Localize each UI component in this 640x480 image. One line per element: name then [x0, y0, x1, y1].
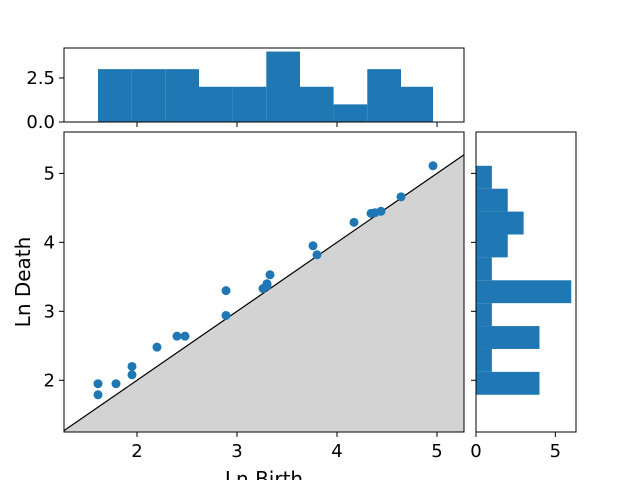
scatter-point-14	[308, 241, 318, 251]
top-histogram-bars	[98, 51, 433, 122]
main-y-ticks: 2 3 4 5	[44, 163, 64, 391]
main-y-tick-label-2: 4	[44, 232, 55, 253]
main-axes-frame	[63, 131, 465, 433]
main-x-tick-label-3: 5	[431, 441, 442, 462]
scatter-point-19	[376, 206, 386, 216]
right-x-tick-label-0: 0	[470, 441, 481, 462]
scatter-points	[93, 161, 438, 400]
right-hist-bar-7	[476, 211, 524, 235]
scatter-point-3	[127, 370, 137, 380]
right-hist-bar-4	[476, 280, 572, 304]
top-hist-bar-8	[367, 69, 401, 122]
main-y-tick-label-1: 3	[44, 301, 55, 322]
main-x-tick-label-1: 3	[231, 441, 242, 462]
main-y-tick-label-0: 2	[44, 370, 55, 391]
top-y-tick-label-0: 0.0	[26, 112, 55, 133]
x-axis-label: Ln Birth	[225, 467, 303, 480]
main-x-ticks: 2 3 4 5	[131, 432, 443, 462]
top-hist-bar-1	[131, 69, 166, 122]
top-hist-bar-2	[165, 69, 199, 122]
right-hist-bar-0	[476, 371, 540, 395]
top-x-ticks	[136, 122, 438, 127]
top-y-ticks: 0.0 2.5	[26, 68, 64, 133]
right-hist-bar-6	[476, 234, 508, 258]
top-hist-bar-9	[401, 86, 433, 122]
top-axes-frame	[63, 47, 465, 123]
scatter-point-12	[262, 279, 272, 289]
right-x-tick-label-1: 5	[550, 441, 561, 462]
scatter-point-9	[221, 286, 231, 296]
main-x-tick-label-2: 4	[331, 441, 342, 462]
top-y-tick-label-1: 2.5	[26, 68, 55, 89]
scatter-point-20	[396, 192, 406, 202]
scatter-point-15	[312, 250, 322, 260]
main-x-tick-label-0: 2	[131, 441, 142, 462]
top-hist-bar-0	[98, 69, 132, 122]
right-y-ticks	[471, 172, 476, 381]
right-hist-bar-2	[476, 326, 540, 349]
right-hist-bar-5	[476, 257, 492, 281]
top-hist-bar-6	[300, 86, 334, 122]
scatter-point-13	[265, 270, 275, 280]
scatter-point-21	[428, 161, 438, 171]
right-histogram-bars	[476, 165, 572, 395]
right-hist-bar-3	[476, 303, 492, 327]
scatter-point-7	[180, 331, 190, 341]
top-hist-bar-4	[232, 86, 267, 122]
scatter-point-0	[93, 390, 103, 400]
scatter-point-16	[349, 217, 359, 227]
main-scatter-axes: 2 3 4 5 2 3 4 5 Ln Birth Ln Death	[11, 131, 465, 480]
top-hist-bar-5	[266, 51, 300, 122]
right-hist-bar-8	[476, 188, 508, 212]
top-hist-bar-3	[199, 86, 233, 122]
scatter-point-6	[172, 331, 182, 341]
top-histogram-axes: 0.0 2.5	[26, 47, 465, 133]
right-axes-frame	[475, 131, 577, 433]
main-y-tick-label-3: 5	[44, 163, 55, 184]
right-hist-bar-9	[476, 165, 492, 189]
top-hist-bar-7	[333, 104, 368, 122]
y-axis-label: Ln Death	[11, 237, 35, 328]
scatter-point-2	[111, 379, 121, 389]
scatter-point-8	[221, 310, 231, 320]
scatter-point-4	[127, 361, 137, 371]
scatter-point-5	[152, 342, 162, 352]
right-hist-bar-1	[476, 348, 492, 372]
scatter-point-1	[93, 379, 103, 389]
